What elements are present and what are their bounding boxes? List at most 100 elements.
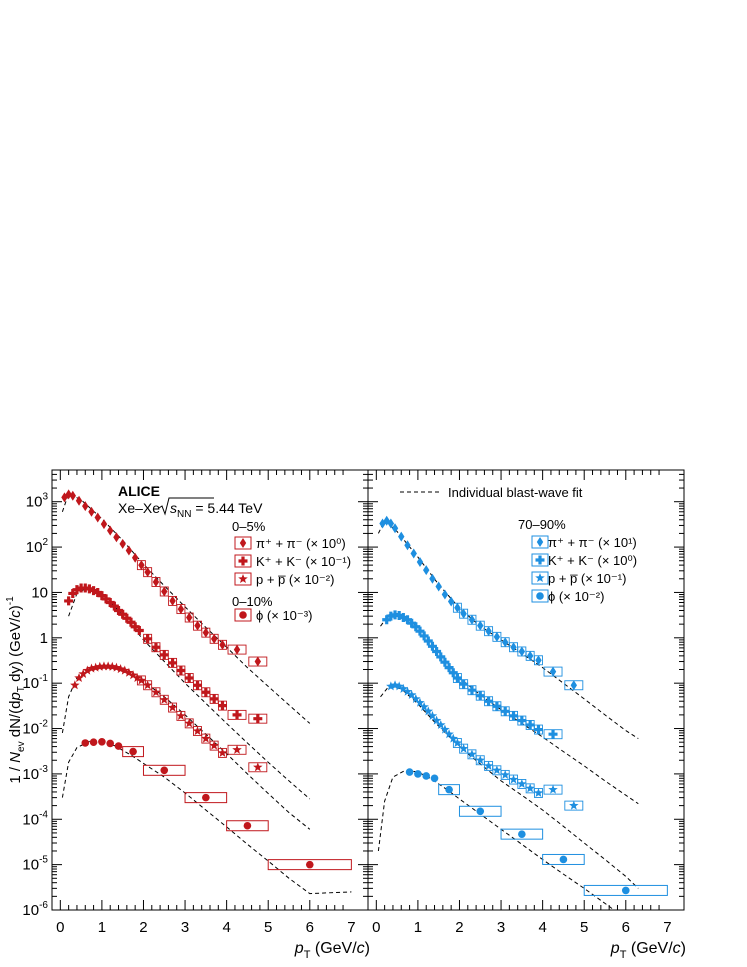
right-point-K-26 <box>525 720 535 730</box>
right-point-pi-17 <box>485 626 492 637</box>
left-point-pi-2 <box>69 490 76 501</box>
fit-legend-label: Individual blast-wave fit <box>448 485 583 500</box>
right-syst-box-phi-4 <box>583 884 668 896</box>
left-legend-box-1 <box>234 554 252 568</box>
left-point-pi-14 <box>144 567 151 578</box>
x-tick-label-left-4: 4 <box>222 919 230 936</box>
right-point-K-27 <box>533 725 543 735</box>
right-point-K-13 <box>436 652 446 662</box>
left-point-p-24 <box>201 733 211 743</box>
left-point-p-1 <box>74 673 84 683</box>
right-point-K-17 <box>452 673 462 683</box>
left-point-K-19 <box>151 642 161 652</box>
right-point-pi-12 <box>447 596 455 607</box>
right-point-K-12 <box>432 646 442 656</box>
left-point-phi-2 <box>98 738 106 746</box>
right-point-pi-9 <box>429 573 436 584</box>
left-point-K-11 <box>109 601 119 611</box>
right-fit-pi <box>377 520 639 740</box>
left-syst-box-phi-2 <box>184 792 228 804</box>
x-tick-label-left-0: 0 <box>56 919 64 936</box>
right-legend-marker-3 <box>536 592 544 600</box>
right-point-p-21 <box>492 765 502 775</box>
left-point-K-29 <box>253 714 263 724</box>
left-point-p-17 <box>142 680 153 690</box>
right-point-p-9 <box>423 706 434 716</box>
right-point-p-18 <box>467 749 477 759</box>
left-point-K-14 <box>122 613 132 623</box>
left-point-p-10 <box>111 662 122 672</box>
right-point-pi-19 <box>502 637 509 648</box>
left-point-K-13 <box>118 609 128 619</box>
left-point-pi-1 <box>65 489 72 500</box>
right-point-phi-0 <box>405 768 414 776</box>
right-centrality-main: 70–90% <box>518 517 566 532</box>
right-point-p-16 <box>452 738 463 748</box>
left-point-p-3 <box>82 665 93 675</box>
left-point-pi-9 <box>113 532 120 543</box>
left-point-pi-13 <box>138 560 145 571</box>
right-point-pi-8 <box>423 565 430 576</box>
right-point-K-4 <box>398 613 408 623</box>
right-point-K-15 <box>444 663 454 673</box>
left-point-p-12 <box>120 665 130 675</box>
right-point-K-18 <box>459 679 469 689</box>
left-point-K-12 <box>114 605 124 615</box>
right-point-pi-16 <box>477 620 484 631</box>
y-tick-label-8: 10-5 <box>22 855 48 874</box>
x-tick-label-right-4: 4 <box>538 919 546 936</box>
right-point-p-10 <box>427 710 438 720</box>
left-syst-box-phi-1 <box>142 764 186 776</box>
right-point-p-20 <box>483 760 494 770</box>
right-point-p-1 <box>390 680 400 690</box>
right-point-K-23 <box>500 706 510 716</box>
left-point-pi-3 <box>75 495 83 506</box>
left-legend-entry-k: K⁺ + K⁻ (× 10⁻¹) <box>256 554 351 569</box>
left-point-p-11 <box>115 664 126 674</box>
left-point-p-14 <box>128 670 138 680</box>
left-point-K-17 <box>134 625 144 635</box>
right-legend-box-3 <box>531 589 549 603</box>
left-point-K-9 <box>101 594 111 604</box>
left-point-p-21 <box>176 710 186 720</box>
right-syst-box-phi-2 <box>500 828 544 840</box>
right-point-pi-15 <box>468 614 476 625</box>
right-point-pi-2 <box>387 518 395 529</box>
right-point-pi-25 <box>570 680 578 691</box>
left-legend-marker-2 <box>238 574 248 584</box>
left-point-K-26 <box>209 694 219 704</box>
left-point-K-18 <box>143 634 153 644</box>
right-point-p-5 <box>406 689 417 699</box>
left-point-p-26 <box>217 747 228 757</box>
left-point-p-23 <box>192 726 203 736</box>
left-point-pi-19 <box>186 612 193 623</box>
left-point-p-27 <box>232 744 242 754</box>
right-point-p-6 <box>411 693 421 703</box>
left-legend-box-3 <box>234 608 252 622</box>
left-point-pi-6 <box>94 512 101 523</box>
left-syst-box-phi-0 <box>122 746 144 758</box>
sqrt-sign <box>158 497 214 516</box>
left-point-p-28 <box>253 762 263 772</box>
right-point-phi-3 <box>430 774 439 783</box>
y-tick-label-5: 10-2 <box>22 719 48 738</box>
system-label: Xe–Xe <box>118 500 160 516</box>
right-point-pi-14 <box>460 608 467 619</box>
right-point-K-14 <box>440 657 450 667</box>
right-point-K-20 <box>475 691 485 701</box>
left-point-pi-8 <box>107 525 114 536</box>
right-point-K-0 <box>382 615 392 625</box>
left-panel <box>61 489 352 895</box>
left-point-K-22 <box>176 666 186 676</box>
right-point-p-13 <box>440 724 450 734</box>
right-syst-box-phi-3 <box>542 853 585 865</box>
left-point-p-15 <box>132 673 142 683</box>
left-point-K-7 <box>93 587 103 597</box>
left-point-pi-18 <box>177 604 185 615</box>
left-point-pi-4 <box>82 501 89 512</box>
right-point-p-4 <box>402 686 413 696</box>
left-point-p-16 <box>136 675 147 685</box>
x-tick-label-right-2: 2 <box>455 919 463 936</box>
y-axis-label: 1 / Nev dN/(dpT dy) (GeV/c)-1 <box>5 596 27 784</box>
right-point-pi-3 <box>391 523 399 534</box>
